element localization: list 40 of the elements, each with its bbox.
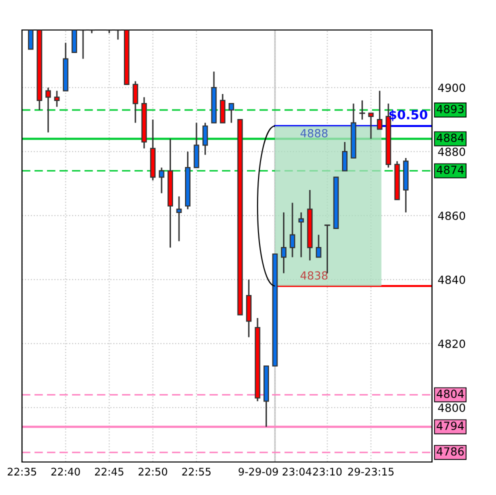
ref-line-label: 4893 — [436, 104, 464, 114]
x-tick-label: 9-29-09 23:04 — [238, 468, 312, 476]
candlestick — [132, 80, 138, 124]
candlestick — [359, 100, 366, 120]
ref-line-label: 4804 — [436, 390, 464, 398]
ref-line-label: 4786 — [436, 447, 464, 456]
y-tick-label: 4820 — [438, 340, 466, 348]
x-tick-label: 29-23:15 — [348, 468, 394, 476]
candlestick — [115, 30, 121, 40]
candlestick — [368, 112, 374, 140]
candlestick — [194, 122, 200, 168]
y-tick-label: 4900 — [438, 84, 466, 92]
x-tick-label: 23:10 — [313, 468, 342, 476]
y-tick-label: 4860 — [438, 212, 466, 220]
ref-line-label: 4874 — [436, 166, 464, 174]
candlestick — [280, 212, 286, 274]
annotation: 4888 — [300, 128, 328, 138]
candlestick — [316, 234, 322, 258]
x-tick-label: 22:35 — [8, 468, 36, 476]
candlestick — [376, 90, 382, 130]
candlestick — [158, 166, 164, 194]
x-tick-label: 22:55 — [182, 468, 211, 476]
x-tick-label: 22:45 — [94, 468, 124, 476]
x-tick-label: 22:50 — [138, 468, 168, 476]
candlestick — [342, 141, 348, 172]
x-tick-label: 22:40 — [51, 468, 80, 476]
ref-line-label: 4884 — [436, 134, 464, 142]
annotation: 4838 — [300, 271, 328, 280]
candlestick — [298, 212, 304, 258]
y-tick-label: 4840 — [438, 276, 466, 284]
candlestick — [176, 196, 182, 242]
ref-line-label: 4794 — [436, 422, 464, 430]
y-tick-label: 4880 — [438, 148, 466, 156]
annotation: $0.50 — [389, 110, 428, 122]
candlestick — [228, 102, 234, 124]
candlestick — [290, 202, 296, 258]
y-tick-label: 4800 — [438, 404, 466, 412]
candlestick — [106, 30, 112, 34]
candlestick — [202, 122, 208, 156]
candlestick — [220, 93, 226, 124]
